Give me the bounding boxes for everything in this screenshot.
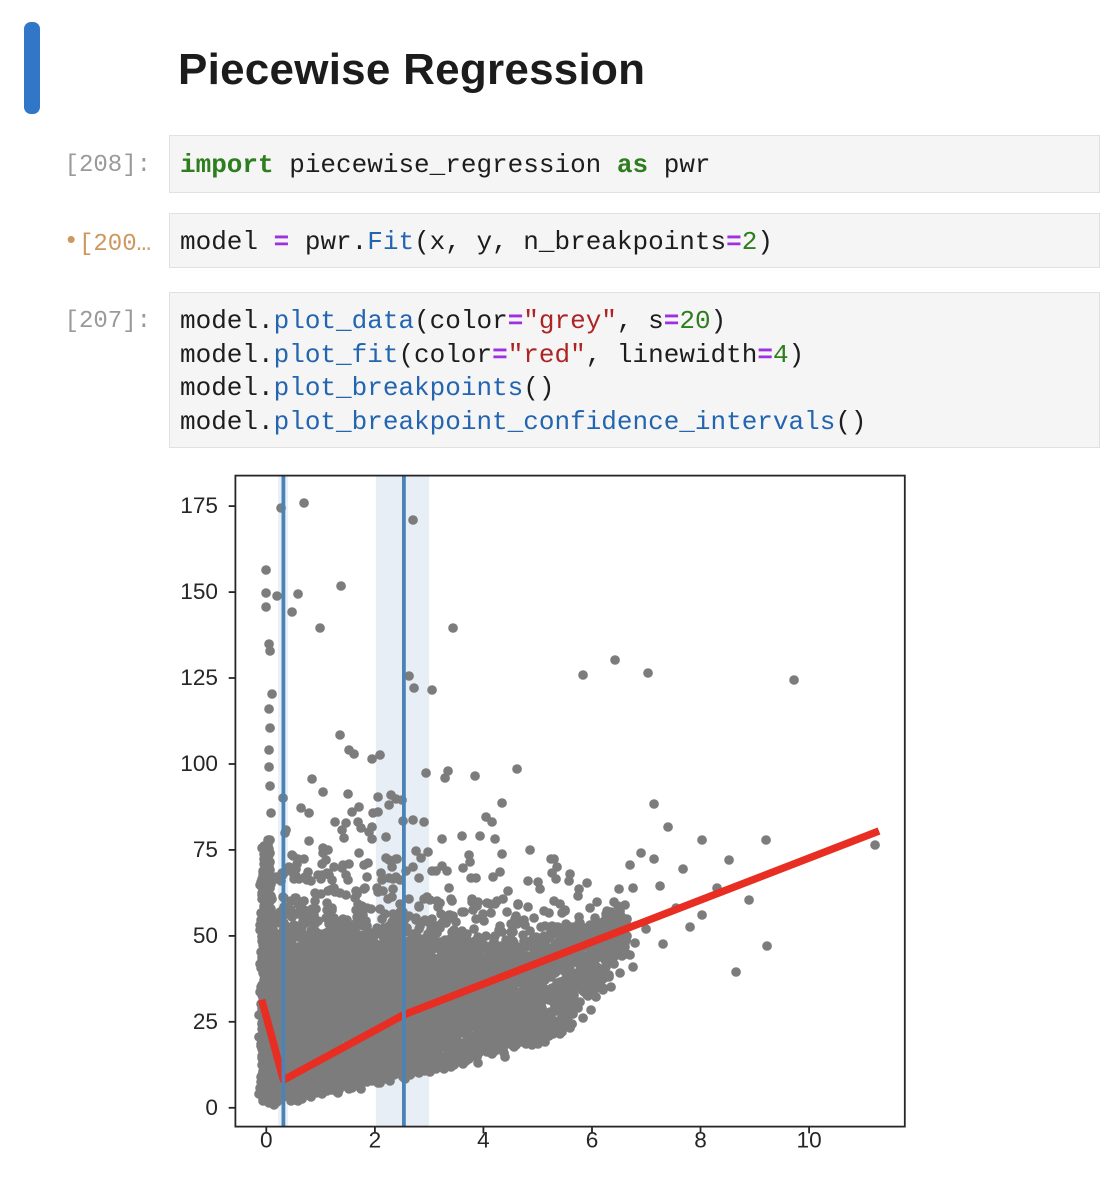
svg-text:6: 6 <box>586 1128 599 1153</box>
svg-text:4: 4 <box>477 1128 490 1153</box>
svg-text:175: 175 <box>180 493 218 518</box>
svg-text:125: 125 <box>180 665 218 690</box>
svg-text:8: 8 <box>694 1128 707 1153</box>
svg-text:25: 25 <box>193 1009 218 1034</box>
svg-text:0: 0 <box>205 1095 218 1120</box>
svg-text:10: 10 <box>797 1128 822 1153</box>
svg-text:0: 0 <box>260 1128 273 1153</box>
svg-text:100: 100 <box>180 751 218 776</box>
svg-text:50: 50 <box>193 923 218 948</box>
svg-text:75: 75 <box>193 837 218 862</box>
svg-text:2: 2 <box>369 1128 382 1153</box>
svg-text:150: 150 <box>180 579 218 604</box>
